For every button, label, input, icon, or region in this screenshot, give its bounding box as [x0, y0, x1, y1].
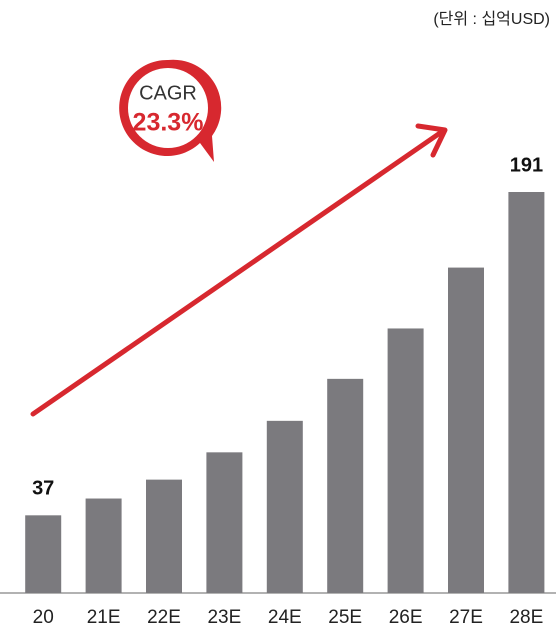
- bar: [206, 452, 243, 593]
- data-label: 191: [510, 154, 543, 176]
- bar: [387, 328, 424, 593]
- badge-title: CAGR: [139, 82, 197, 104]
- bar: [448, 267, 484, 593]
- bar: [508, 192, 545, 593]
- bar: [25, 515, 62, 593]
- x-tick-label: 20: [33, 607, 54, 628]
- data-label: 37: [32, 478, 54, 500]
- x-tick-label: 21E: [87, 607, 121, 628]
- arrow-line: [30, 130, 443, 417]
- bar: [266, 420, 303, 593]
- x-tick-label: 28E: [509, 607, 543, 628]
- x-tick-label: 23E: [207, 607, 241, 628]
- bar: [146, 479, 182, 593]
- bar: [85, 498, 122, 593]
- x-tick-label: 25E: [328, 607, 362, 628]
- x-tick-label: 22E: [147, 607, 181, 628]
- unit-note: (단위 : 십억USD): [433, 10, 550, 28]
- arrow-head: [415, 123, 448, 158]
- badge-value: 23.3%: [133, 109, 204, 137]
- x-tick-label: 24E: [268, 607, 302, 628]
- x-tick-label: 27E: [449, 607, 483, 628]
- x-tick-label: 26E: [389, 607, 423, 628]
- cagr-badge: CAGR 23.3%: [119, 59, 222, 162]
- bar: [327, 378, 364, 593]
- badge-inner: [128, 68, 208, 148]
- trend-arrow: [30, 123, 448, 417]
